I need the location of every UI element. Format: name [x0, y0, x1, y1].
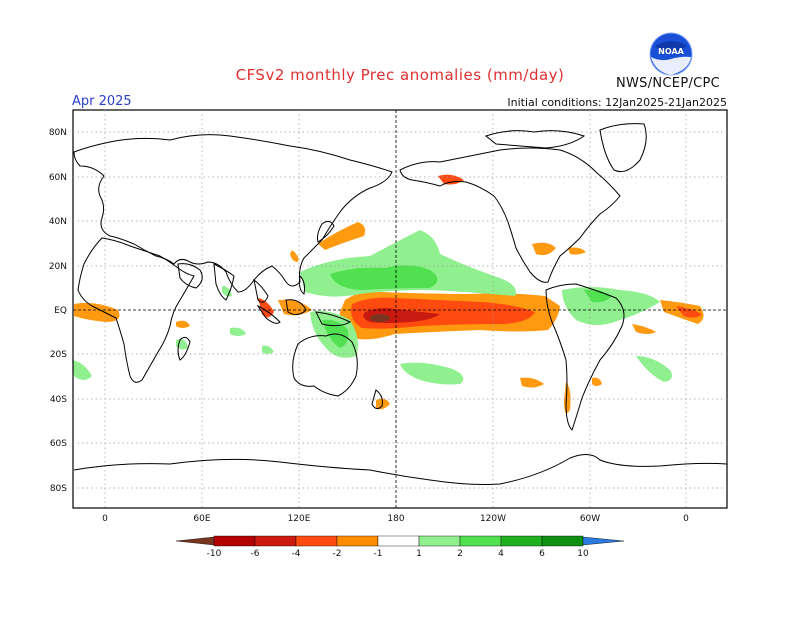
coast-se-asia: [253, 278, 269, 303]
colorbar-segment-8: [500, 535, 543, 547]
latitude-labels: 80N 60N 40N 20N EQ 20S 40S 60S 80S: [49, 128, 67, 494]
lat-label-80s: 80S: [50, 484, 67, 494]
coast-india: [213, 263, 235, 301]
wet-anomaly-south-atlantic: [636, 356, 672, 382]
lon-label-0: 0: [102, 514, 108, 524]
wet-anomaly-africa-south: [72, 360, 92, 380]
lon-label-120w: 120W: [480, 514, 506, 524]
wet-anomaly-amazon: [562, 287, 660, 325]
colorbar-label-6: 6: [539, 549, 545, 559]
initial-conditions: Initial conditions: 12Jan2025-21Jan2025: [507, 96, 727, 109]
colorbar-segment-2: [254, 535, 297, 547]
coast-arctic-islands: [484, 130, 586, 149]
forecast-month: Apr 2025: [72, 94, 132, 109]
map-frame: [72, 109, 728, 509]
anomaly-fields: [72, 174, 704, 414]
dry-anomaly-alaska: [438, 174, 464, 185]
dry-anomaly-indonesia-2: [278, 299, 312, 316]
coast-borneo: [285, 299, 307, 316]
dry-anomaly-caribbean: [532, 242, 556, 256]
coast-new-zealand: [371, 389, 383, 410]
coastlines: [73, 123, 728, 485]
dry-anomaly-pacific-peak: [370, 314, 390, 322]
lat-label-20n: 20N: [49, 262, 67, 272]
wet-anomaly-india: [222, 286, 232, 297]
dry-anomaly-east-asia: [290, 250, 299, 262]
colorbar-segment-3: [295, 535, 338, 547]
colorbar-low-arrow: [175, 536, 215, 546]
colorbar-segment-5: [377, 535, 420, 547]
colorbar-label-m10: -10: [207, 549, 222, 559]
coast-arabia: [177, 263, 203, 289]
colorbar-high-arrow: [582, 536, 625, 546]
lat-label-60s: 60S: [50, 439, 67, 449]
wet-anomaly-indian-ocean-2: [262, 345, 274, 354]
lat-label-20s: 20S: [50, 350, 67, 360]
coast-philippines: [299, 274, 305, 295]
colorbar-segment-7: [459, 535, 502, 547]
wet-anomaly-north-pacific-core: [330, 265, 438, 290]
lon-label-120e: 120E: [288, 514, 311, 524]
coast-north-america: [399, 147, 621, 283]
dry-anomaly-tasman: [376, 398, 390, 410]
coast-japan: [317, 220, 335, 243]
colorbar-label-m1: -1: [374, 549, 383, 559]
dry-anomaly-atlantic-core: [676, 306, 702, 318]
coast-australia: [292, 333, 358, 397]
colorbar-label-m2: -2: [333, 549, 342, 559]
lon-label-60e: 60E: [193, 514, 210, 524]
dry-anomaly-south-atlantic: [632, 324, 656, 334]
lon-label-60w: 60W: [580, 514, 600, 524]
colorbar: -10 -6 -4 -2 -1 1 2 4 6 10: [175, 535, 625, 559]
logo-text: NOAA: [658, 47, 684, 56]
lat-label-eq: EQ: [54, 306, 67, 316]
coast-africa: [77, 237, 195, 383]
coast-antarctica: [73, 454, 728, 485]
dry-anomaly-gulf: [568, 247, 586, 255]
colorbar-segment-6: [418, 535, 461, 547]
agency-label: NWS/NCEP/CPC: [616, 76, 721, 91]
lat-label-40s: 40S: [50, 395, 67, 405]
colorbar-segment-9: [541, 535, 584, 547]
colorbar-label-m4: -4: [292, 549, 301, 559]
coast-sumatra: [256, 304, 281, 324]
lon-label-180: 180: [387, 514, 404, 524]
colorbar-label-m6: -6: [251, 549, 260, 559]
dry-anomaly-west-africa: [74, 302, 120, 322]
noaa-logo: NOAA: [649, 32, 693, 76]
dry-anomaly-nw-pacific: [318, 222, 366, 250]
colorbar-segment-4: [336, 535, 379, 547]
graticule: [73, 110, 727, 508]
lat-label-80n: 80N: [49, 128, 67, 138]
wet-anomaly-south-pacific: [400, 362, 464, 385]
dry-anomaly-southern-brazil: [592, 377, 602, 386]
colorbar-label-4: 4: [498, 549, 504, 559]
wet-anomaly-indian-ocean: [230, 327, 246, 336]
coast-new-guinea: [315, 311, 352, 327]
lon-label-0-east: 0: [683, 514, 689, 524]
colorbar-label-10: 10: [577, 549, 589, 559]
colorbar-label-1: 1: [416, 549, 422, 559]
lat-label-40n: 40N: [49, 217, 67, 227]
lat-label-60n: 60N: [49, 173, 67, 183]
colorbar-segment-1: [213, 535, 256, 547]
wet-anomaly-amazon-core: [584, 289, 612, 303]
colorbar-label-2: 2: [457, 549, 463, 559]
dry-anomaly-se-pacific: [520, 377, 544, 388]
dry-anomaly-indian-ocean: [176, 320, 190, 328]
coast-eurasia: [73, 134, 393, 293]
coast-south-america: [545, 283, 625, 431]
chart-title: CFSv2 monthly Prec anomalies (mm/day): [235, 66, 565, 84]
coast-greenland: [599, 123, 647, 173]
longitude-labels: 0 60E 120E 180 120W 60W 0: [102, 514, 689, 524]
coast-madagascar: [177, 336, 191, 361]
